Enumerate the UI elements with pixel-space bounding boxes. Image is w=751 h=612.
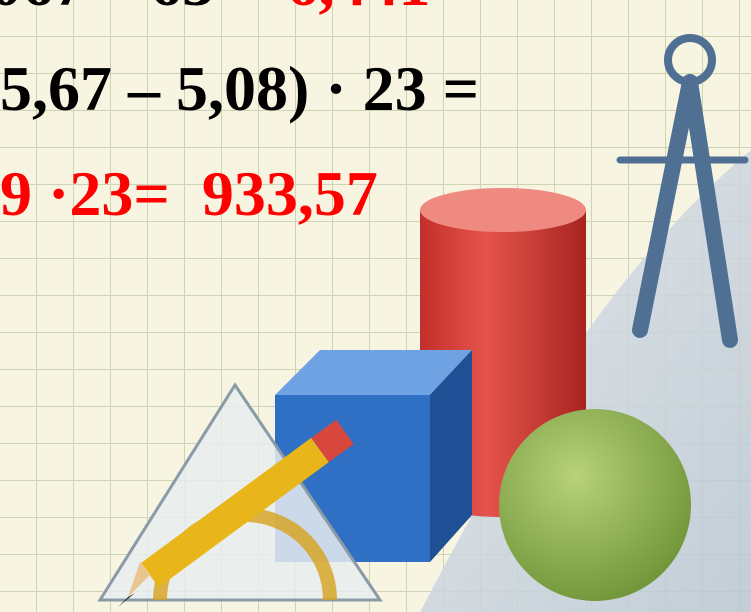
equation-line: 5,67 – 5,08) · 23 = [0,53,479,124]
sphere [499,409,691,601]
equation-line: 067 – 63 = 6,441 [0,0,430,19]
equation-result: 6,441 [286,0,430,19]
equation-text: 067 – 63 = [0,0,266,19]
page: 067 – 63 = 6,441 5,67 – 5,08) · 23 = 9 ·2… [0,0,751,612]
equation-line: 9 ·23= 933,57 [0,158,378,229]
slide: 067 – 63 = 6,441 5,67 – 5,08) · 23 = 9 ·2… [0,0,751,612]
